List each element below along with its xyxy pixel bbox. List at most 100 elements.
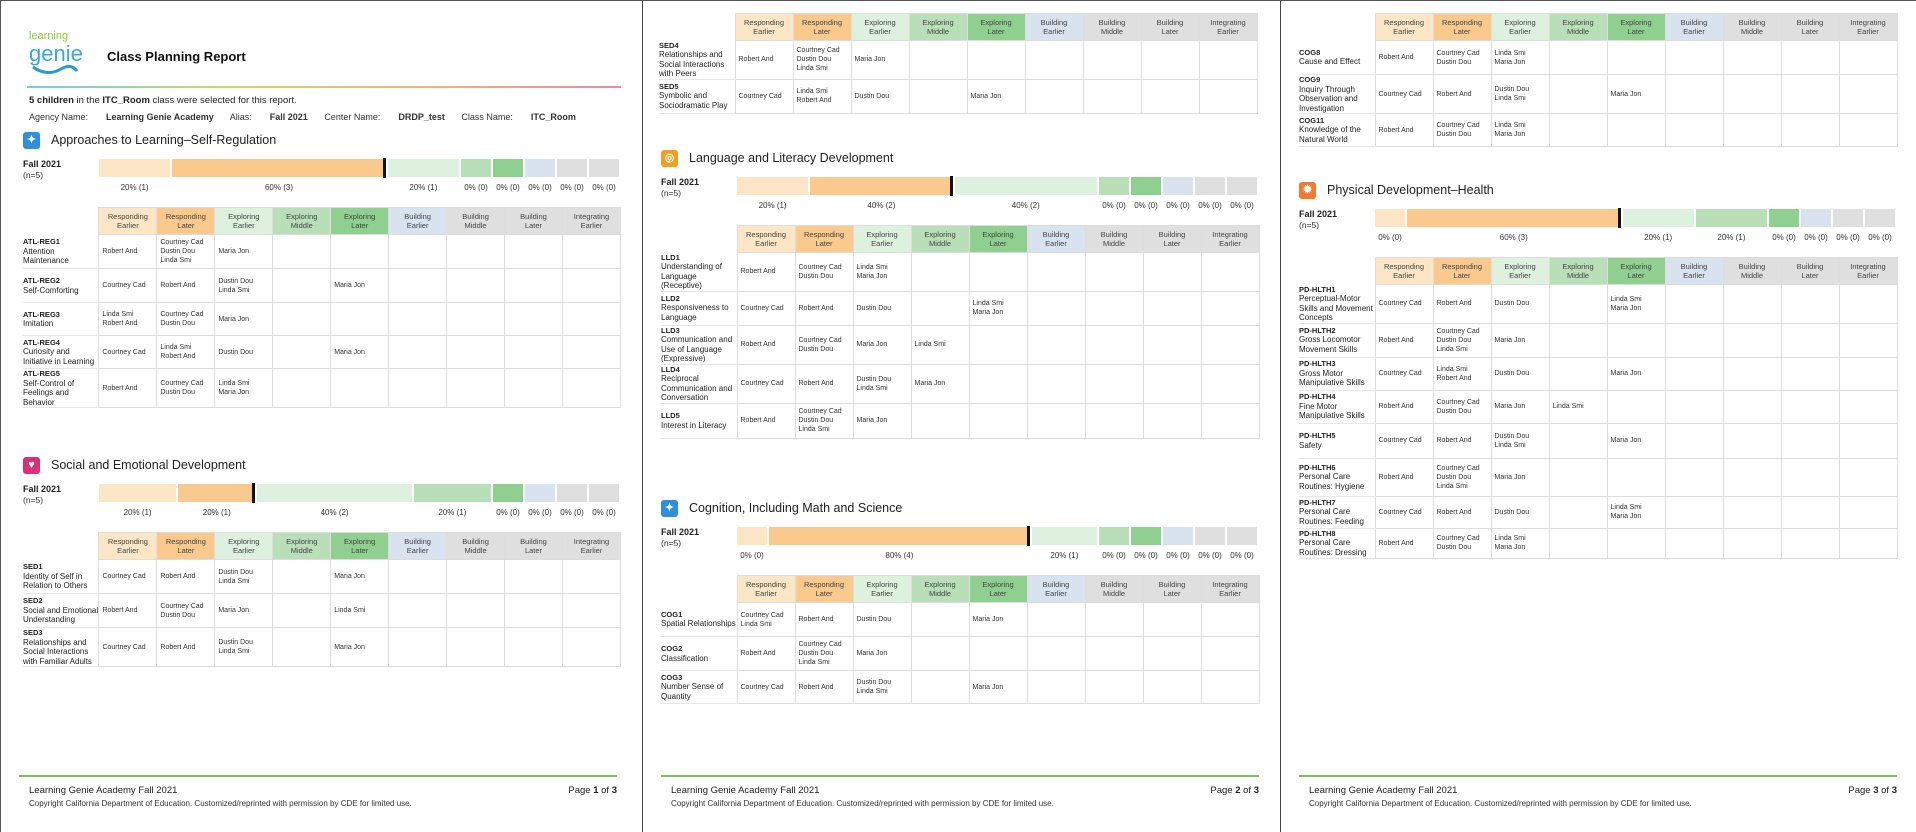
- level-header-line2: Middle: [290, 546, 313, 555]
- measure-code: LLD2: [661, 293, 680, 303]
- level-header: Responding Earlier: [98, 532, 158, 560]
- level-cell: [561, 368, 622, 408]
- measure-name: Responsiveness to Language: [661, 303, 729, 322]
- level-header-line1: Exploring: [982, 580, 1014, 589]
- level-header-line2: Earlier: [117, 546, 139, 555]
- measure-row: PD-HLTH4 Fine Motor Manipulative Skills Ro…: [1299, 389, 1898, 424]
- level-header-line2: Middle: [928, 589, 952, 598]
- level-header-line2: Later: [989, 589, 1007, 598]
- measure-name: Knowledge of the Natural World: [1299, 125, 1361, 144]
- level-cell: Dustin Dou: [850, 78, 910, 114]
- level-cell: [1664, 457, 1724, 497]
- child-name: Dustin Dou: [798, 345, 834, 353]
- level-cell: [1780, 322, 1840, 358]
- child-name: Robert And: [798, 616, 834, 623]
- page-current: 2: [1235, 785, 1241, 796]
- child-name: Robert And: [1436, 508, 1472, 516]
- level-cell: [1722, 495, 1782, 529]
- bar-segment: [1407, 209, 1621, 227]
- level-header-line2: Later: [1163, 239, 1181, 248]
- bar-segment-label: 60% (3): [264, 183, 293, 192]
- level-header-line1: Responding: [1441, 262, 1483, 271]
- level-cell: Robert And: [1374, 457, 1434, 497]
- measure-code: COG9: [1299, 75, 1321, 84]
- child-name: Courtney Cad: [740, 304, 784, 312]
- level-cell: [1084, 602, 1144, 637]
- bar-segment: [557, 484, 587, 502]
- season-label: Fall 2021: [23, 484, 62, 494]
- level-cell: [446, 268, 506, 303]
- level-cell: [968, 636, 1028, 671]
- level-cell: [1200, 636, 1260, 671]
- level-header-line2: Later: [1627, 271, 1645, 280]
- level-cell: [504, 368, 563, 408]
- child-name: Maria Jon: [1610, 437, 1642, 444]
- measure-code: SED3: [23, 628, 43, 637]
- bar-segment-label: 0% (0): [1836, 233, 1860, 242]
- level-header-line1: Building: [1796, 18, 1824, 27]
- level-header-line2: Middle: [926, 27, 950, 36]
- level-header: Exploring Middle: [1548, 13, 1608, 41]
- bar-segment: [1801, 209, 1831, 227]
- child-name: Maria Jon: [334, 643, 365, 651]
- level-header: Building Earlier: [1664, 13, 1724, 41]
- footer-line: [19, 775, 617, 777]
- level-header-line1: Responding: [107, 212, 148, 221]
- measure-code: COG11: [1299, 115, 1325, 125]
- level-header: Responding Later: [1432, 13, 1492, 41]
- level-header-line1: Building: [1042, 580, 1070, 589]
- measure-code: LLD4: [661, 364, 680, 374]
- bar-segment-label: 20% (1): [123, 508, 152, 517]
- page-word: Page: [1848, 785, 1871, 796]
- level-header: Integrating Earlier: [1838, 257, 1898, 285]
- level-cell: [1026, 252, 1086, 292]
- level-cell: Courtney Cad: [734, 78, 794, 114]
- level-cell: [1838, 284, 1898, 324]
- level-header: Integrating Earlier: [1838, 13, 1898, 41]
- measure-row: LLD2 Responsiveness to Language Courtney C…: [661, 290, 1260, 326]
- child-name: Robert And: [796, 97, 832, 104]
- level-cell: Robert And: [1374, 322, 1434, 358]
- level-cell: Robert And: [1374, 527, 1434, 559]
- section-header: ◎ Language and Literacy Development: [661, 149, 1261, 171]
- level-cell: Robert And: [794, 670, 854, 704]
- level-header-line2: Earlier: [117, 221, 139, 230]
- bar-segment: [257, 484, 412, 502]
- level-cell: [272, 268, 332, 303]
- bar-segment: [387, 159, 459, 177]
- child-name: Dustin Dou: [1436, 336, 1472, 344]
- level-cell: [1026, 402, 1086, 439]
- average-marker: [949, 176, 953, 196]
- level-header: Responding Earlier: [1374, 257, 1434, 285]
- level-cell: [504, 335, 563, 369]
- level-header-line2: Middle: [464, 221, 487, 230]
- child-name: Courtney Cad: [1436, 464, 1480, 472]
- level-header: Responding Earlier: [736, 225, 796, 253]
- bar-segment: [1131, 177, 1161, 195]
- section-language-literacy: ◎ Language and Literacy Development Fall 2…: [661, 149, 1261, 439]
- grid-corner: [661, 226, 725, 253]
- level-cell: Linda Smi: [910, 324, 970, 365]
- measure-name: Personal Care Routines: Dressing: [1299, 538, 1367, 557]
- bar-segment: [1099, 177, 1129, 195]
- level-cell: [1780, 40, 1840, 75]
- level-cell: Robert And: [1432, 422, 1492, 459]
- measure-name: Personal Care Routines: Hygiene: [1299, 472, 1365, 491]
- level-header-line1: Building: [1796, 262, 1824, 271]
- n-count: (n=5): [23, 170, 44, 180]
- level-header: Exploring Later: [1606, 13, 1666, 41]
- level-header-line2: Middle: [1566, 271, 1590, 280]
- child-name: Maria Jon: [1494, 58, 1526, 66]
- child-name: Robert And: [160, 282, 196, 289]
- level-header: Exploring Later: [966, 13, 1026, 41]
- level-cell: [1780, 284, 1840, 324]
- level-header-line2: Earlier: [1219, 239, 1241, 248]
- level-cell: [1548, 422, 1608, 459]
- section-title: Language and Literacy Development: [689, 151, 894, 165]
- agency-label: Agency Name:: [29, 112, 89, 122]
- level-cell: [561, 234, 622, 269]
- level-cell: [1838, 322, 1898, 358]
- child-name: Maria Jon: [856, 272, 888, 280]
- child-name: Linda Smi: [1494, 535, 1526, 542]
- measure-label: PD-HLTH6 Personal Care Routines: Hygiene: [1299, 458, 1375, 497]
